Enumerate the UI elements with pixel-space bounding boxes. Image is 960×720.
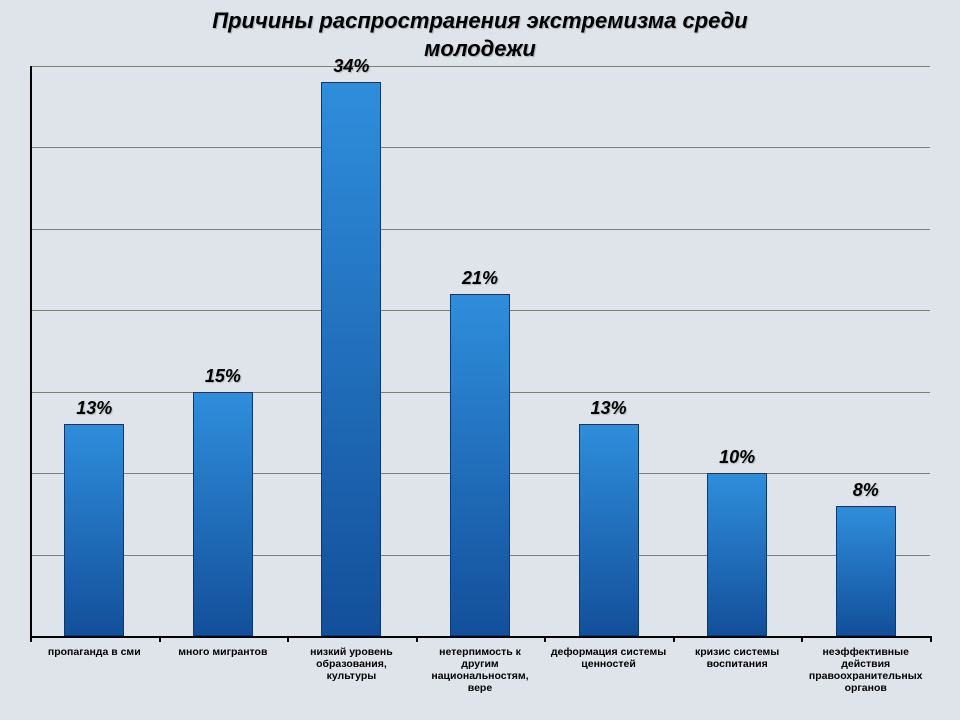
x-tick: [544, 636, 546, 642]
category-label: кризис системывоспитания: [675, 646, 800, 670]
x-tick: [930, 636, 932, 642]
chart-canvas: Причины распространения экстремизма сред…: [0, 0, 960, 720]
category-label: неэффективныедействияправоохранительныхо…: [803, 646, 928, 694]
bar: [836, 506, 896, 636]
x-tick: [30, 636, 32, 642]
category-label: пропаганда в сми: [32, 646, 157, 658]
x-axis: [30, 636, 930, 638]
bar-value-label: 10%: [719, 447, 755, 468]
bar: [450, 294, 510, 636]
bar-value-label: 13%: [76, 398, 112, 419]
category-label: много мигрантов: [161, 646, 286, 658]
bar-value-label: 13%: [591, 398, 627, 419]
gridline: [30, 147, 930, 148]
bar: [321, 82, 381, 636]
x-tick: [159, 636, 161, 642]
chart-title-line2: молодежи: [0, 36, 960, 62]
x-tick: [287, 636, 289, 642]
bar-value-label: 15%: [205, 366, 241, 387]
gridline: [30, 229, 930, 230]
gridline: [30, 66, 930, 67]
category-label: низкий уровеньобразования,культуры: [289, 646, 414, 682]
category-label: нетерпимость кдругимнациональностям,вере: [418, 646, 543, 694]
bar: [193, 392, 253, 636]
chart-title-line1: Причины распространения экстремизма сред…: [0, 8, 960, 34]
y-axis: [30, 66, 32, 636]
bar: [64, 424, 124, 636]
x-tick: [673, 636, 675, 642]
x-tick: [416, 636, 418, 642]
bar-value-label: 8%: [853, 480, 879, 501]
x-tick: [801, 636, 803, 642]
bar: [707, 473, 767, 636]
bar-value-label: 34%: [333, 56, 369, 77]
bar-value-label: 21%: [462, 268, 498, 289]
bar: [579, 424, 639, 636]
category-label: деформация системыценностей: [546, 646, 671, 670]
